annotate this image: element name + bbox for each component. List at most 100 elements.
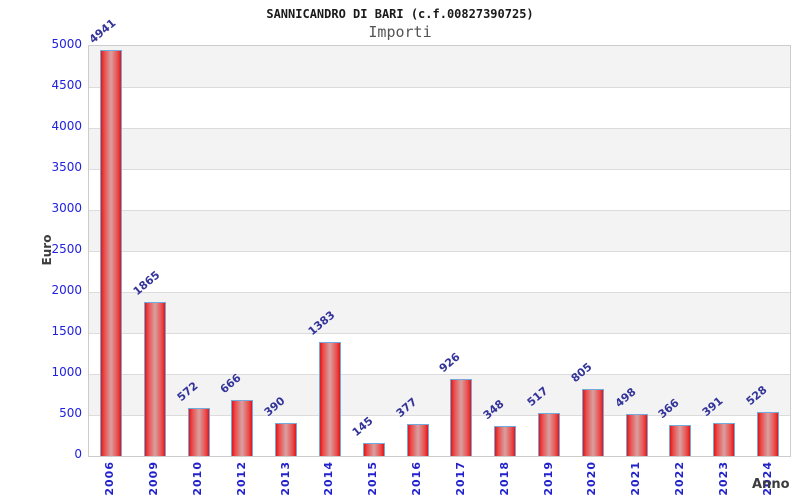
bar-slot: 391 xyxy=(699,46,746,456)
x-tick-label: 2021 xyxy=(629,461,643,496)
x-tick-slot: 2019 xyxy=(526,461,570,496)
x-tick-label: 2023 xyxy=(716,461,730,496)
y-tick-label: 2500 xyxy=(51,242,82,256)
y-tick-label: 5000 xyxy=(51,37,82,51)
y-tick-label: 2000 xyxy=(51,283,82,297)
y-tick-label: 1000 xyxy=(51,365,82,379)
gridline xyxy=(89,87,790,88)
x-tick-label: 2013 xyxy=(278,461,292,496)
x-tick-slot: 2023 xyxy=(701,461,745,496)
bar-slot: 572 xyxy=(174,46,221,456)
bar-value-label: 145 xyxy=(349,414,376,439)
bar-value-label: 517 xyxy=(524,384,551,409)
bar-value-label: 377 xyxy=(393,395,420,420)
plot-band xyxy=(89,292,790,333)
x-tick-label: 2022 xyxy=(672,461,686,496)
x-tick-label: 2009 xyxy=(147,461,161,496)
x-tick-label: 2012 xyxy=(234,461,248,496)
x-tick-label: 2017 xyxy=(453,461,467,496)
y-tick-label: 0 xyxy=(74,447,82,461)
bar xyxy=(406,424,429,456)
plot-band xyxy=(89,169,790,210)
y-tick-label: 3000 xyxy=(51,201,82,215)
plot-band xyxy=(89,87,790,128)
bar-slot: 528 xyxy=(744,46,790,456)
x-tick-slot: 2017 xyxy=(439,461,483,496)
gridline xyxy=(89,128,790,129)
bar xyxy=(757,412,780,456)
gridline xyxy=(89,374,790,375)
x-tick-label: 2020 xyxy=(585,461,599,496)
plot-band xyxy=(89,333,790,374)
bar-value-label: 1383 xyxy=(305,308,338,338)
gridline xyxy=(89,210,790,211)
gridline xyxy=(89,415,790,416)
bar-slot: 666 xyxy=(217,46,264,456)
bar xyxy=(713,423,736,456)
gridline xyxy=(89,333,790,334)
y-tick-label: 1500 xyxy=(51,324,82,338)
bar-value-label: 1865 xyxy=(130,268,163,298)
bar-slot: 4941 xyxy=(87,16,133,456)
x-tick-slot: 2018 xyxy=(482,461,526,496)
bar-slot: 498 xyxy=(612,46,659,456)
x-tick-slot: 2022 xyxy=(658,461,702,496)
bar-slot: 1865 xyxy=(130,46,177,456)
x-tick-slot: 2006 xyxy=(88,461,132,496)
x-tick-slot: 2015 xyxy=(351,461,395,496)
bar-value-label: 348 xyxy=(480,397,507,422)
chart-title: SANNICANDRO DI BARI (c.f.00827390725) xyxy=(266,7,534,21)
x-tick-slot: 2016 xyxy=(395,461,439,496)
bar-slot: 377 xyxy=(393,46,440,456)
bar-value-label: 926 xyxy=(437,350,464,375)
bar-value-label: 572 xyxy=(174,379,201,404)
bar-slot: 926 xyxy=(437,46,484,456)
x-tick-slot: 2021 xyxy=(614,461,658,496)
bar xyxy=(99,50,122,456)
plot-band xyxy=(89,210,790,251)
bar-slot: 1383 xyxy=(305,46,352,456)
bar-value-label: 391 xyxy=(699,394,726,419)
y-tick-label: 500 xyxy=(59,406,82,420)
x-tick-label: 2019 xyxy=(541,461,555,496)
x-tick-slot: 2012 xyxy=(219,461,263,496)
x-tick-slot: 2014 xyxy=(307,461,351,496)
x-axis-title: Anno xyxy=(752,477,790,492)
bar-value-label: 390 xyxy=(261,394,288,419)
bar xyxy=(450,379,473,456)
gridline xyxy=(89,251,790,252)
plot-area: 4941 1865 572 666 390 1383 145 377 926 348 517 805 4… xyxy=(87,16,791,457)
bar-slot: 517 xyxy=(524,46,571,456)
bar xyxy=(494,426,517,456)
bar xyxy=(669,425,692,456)
bars-row: 4941 1865 572 666 390 1383 145 377 926 348 517 805 4… xyxy=(87,16,790,456)
plot-band xyxy=(89,251,790,292)
x-tick-label: 2010 xyxy=(191,461,205,496)
bar-slot: 145 xyxy=(349,46,396,456)
x-tick-label: 2006 xyxy=(103,461,117,496)
bar xyxy=(538,413,561,456)
bar-value-label: 666 xyxy=(217,371,244,396)
y-tick-label: 4000 xyxy=(51,119,82,133)
x-tick-slot: 2009 xyxy=(132,461,176,496)
bar-slot: 366 xyxy=(656,46,703,456)
x-tick-label: 2015 xyxy=(366,461,380,496)
bar xyxy=(581,389,604,456)
gridline xyxy=(89,292,790,293)
x-tick-slot: 2013 xyxy=(263,461,307,496)
bar-value-label: 805 xyxy=(568,360,595,385)
bar xyxy=(231,400,254,456)
gridline xyxy=(89,169,790,170)
y-tick-label: 3500 xyxy=(51,160,82,174)
bar xyxy=(362,443,385,456)
x-tick-label: 2016 xyxy=(410,461,424,496)
y-axis-tick-labels: 5000 4500 4000 3500 3000 2500 2000 1500 1000 500 0 xyxy=(0,37,82,461)
bar xyxy=(187,408,210,456)
bar-slot: 805 xyxy=(568,46,615,456)
y-axis-title: Euro xyxy=(40,234,54,266)
bar-slot: 348 xyxy=(480,46,527,456)
bar-value-label: 366 xyxy=(656,396,683,421)
bar xyxy=(143,302,166,456)
x-axis-tick-labels: 2006 2009 2010 2012 2013 2014 2015 2016 2017 2018… xyxy=(88,461,789,496)
